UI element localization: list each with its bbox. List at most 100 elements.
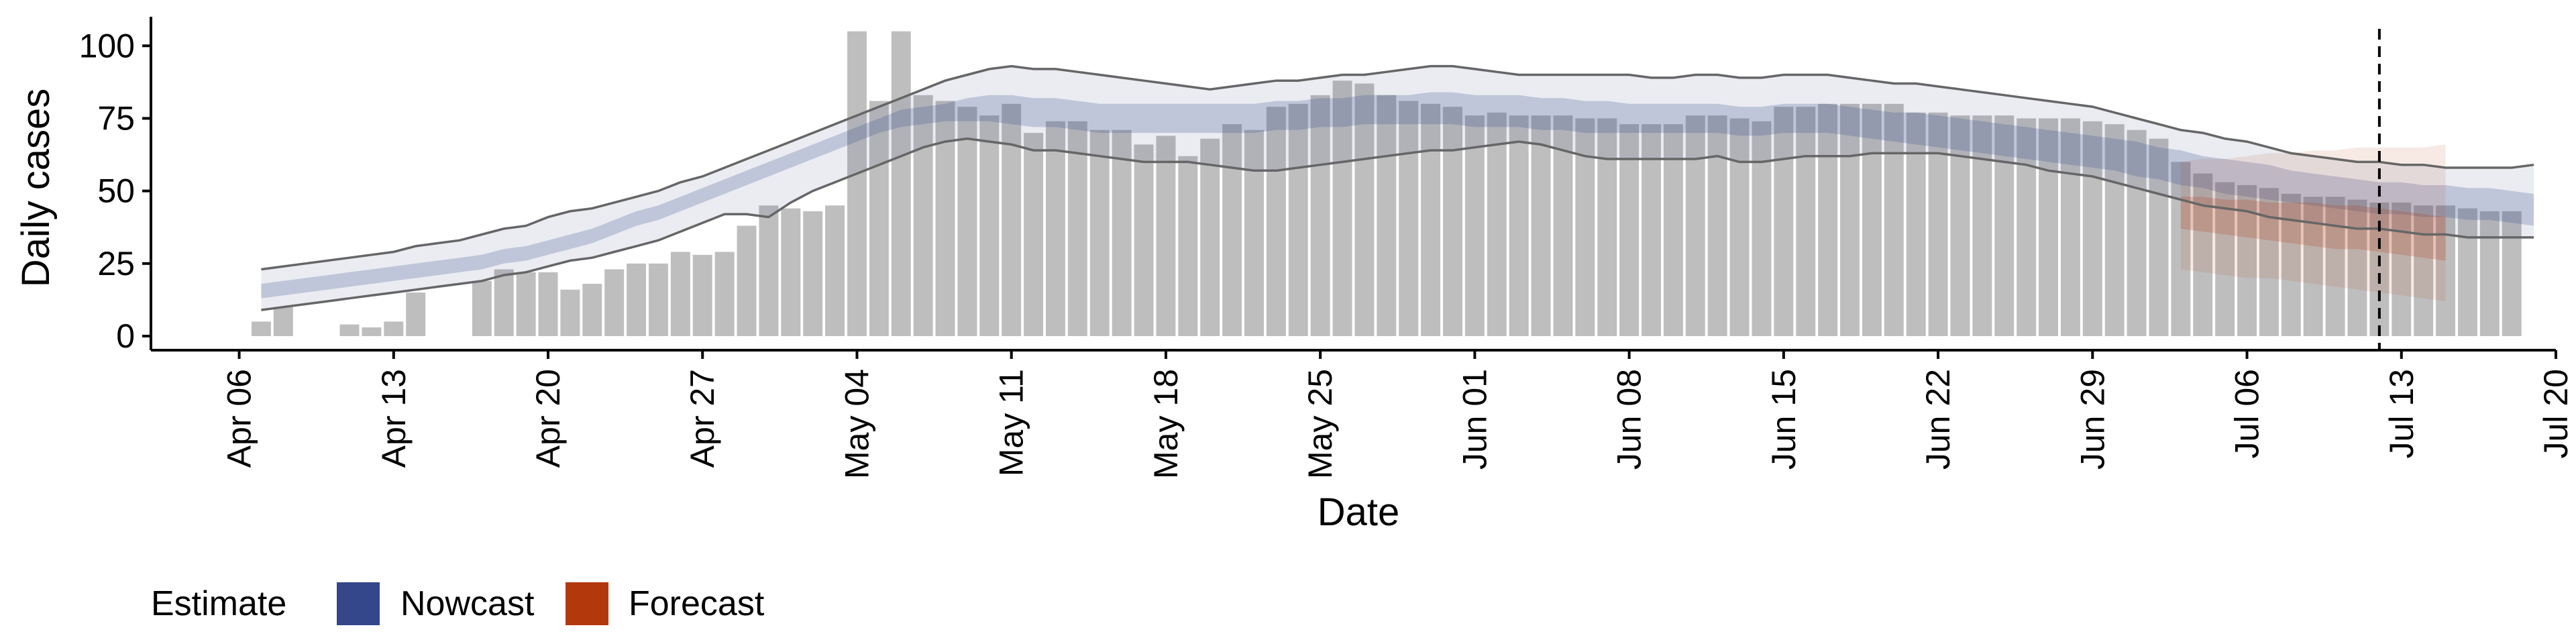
bar-2020-06-28 <box>2060 118 2080 336</box>
bar-2020-06-30 <box>2104 124 2125 337</box>
bar-2020-04-18 <box>494 269 514 336</box>
x-tick-label-2020-05-04: May 04 <box>839 369 876 479</box>
bar-2020-07-02 <box>2149 138 2169 336</box>
x-tick-label-2020-07-06: Jul 06 <box>2229 369 2266 458</box>
bar-2020-06-14 <box>1752 121 1772 336</box>
bar-2020-06-21 <box>1906 112 1926 337</box>
bar-2020-05-10 <box>979 115 1000 336</box>
bar-2020-06-20 <box>1884 103 1904 336</box>
bar-2020-06-17 <box>1818 103 1838 336</box>
nowcast-upper-line <box>261 64 2534 271</box>
bar-2020-06-29 <box>2082 121 2102 336</box>
x-tick-label-2020-06-08: Jun 08 <box>1611 369 1648 470</box>
legend-swatch-nowcast <box>337 582 380 625</box>
legend-title: Estimate <box>151 584 286 623</box>
bar-2020-04-11 <box>339 324 360 336</box>
bar-2020-05-26 <box>1332 80 1352 336</box>
bar-2020-05-25 <box>1310 95 1330 336</box>
bar-2020-04-14 <box>406 292 426 336</box>
bar-2020-05-29 <box>1399 101 1419 337</box>
bar-2020-06-13 <box>1729 118 1750 336</box>
nowcast-inner-band <box>261 92 2534 299</box>
bar-2020-05-06 <box>891 31 911 336</box>
bar-2020-07-01 <box>2127 129 2147 336</box>
y-tick-label-75: 75 <box>97 99 135 137</box>
x-axis-title: Date <box>1318 490 1400 534</box>
x-tick-label-2020-05-25: May 25 <box>1301 369 1339 479</box>
bar-2020-06-22 <box>1928 112 1948 337</box>
bar-2020-04-19 <box>516 272 536 336</box>
bar-2020-05-22 <box>1244 129 1264 336</box>
bar-2020-07-07 <box>2259 188 2279 336</box>
bar-2020-06-19 <box>1862 103 1882 336</box>
bar-2020-04-08 <box>273 307 293 336</box>
bar-2020-05-05 <box>869 101 889 337</box>
bar-2020-04-21 <box>560 289 580 336</box>
bar-2020-06-12 <box>1707 115 1727 336</box>
x-tick-label-2020-05-11: May 11 <box>993 369 1030 476</box>
axes-layer: 0 25 50 75 100 Apr 06 Apr 13 Apr 20 Apr 27 May 04… <box>79 17 2575 479</box>
bar-2020-06-02 <box>1487 112 1507 337</box>
x-tick-label-2020-04-13: Apr 13 <box>375 369 413 468</box>
bar-2020-07-04 <box>2193 173 2213 336</box>
bar-2020-07-15 <box>2436 205 2456 336</box>
bar-2020-07-18 <box>2502 211 2522 336</box>
y-axis-title: Daily cases <box>14 89 58 288</box>
bar-2020-04-24 <box>627 263 647 336</box>
x-tick-label-2020-07-20: Jul 20 <box>2537 369 2575 458</box>
x-tick-label-2020-07-13: Jul 13 <box>2383 369 2420 458</box>
bar-2020-06-27 <box>2039 118 2058 336</box>
bar-2020-05-24 <box>1288 103 1308 336</box>
x-tick-label-2020-06-15: Jun 15 <box>1765 369 1803 470</box>
x-tick-label-2020-04-06: Apr 06 <box>221 369 258 468</box>
bar-2020-05-20 <box>1200 138 1220 336</box>
bar-2020-04-07 <box>251 321 271 336</box>
bar-2020-05-23 <box>1266 107 1286 336</box>
bar-2020-07-14 <box>2414 205 2434 336</box>
bar-2020-05-30 <box>1421 103 1441 336</box>
bar-2020-07-11 <box>2347 199 2367 336</box>
bar-2020-05-17 <box>1134 144 1154 336</box>
bar-2020-04-17 <box>472 280 492 336</box>
bar-2020-05-27 <box>1354 83 1375 336</box>
bar-2020-04-22 <box>582 284 602 336</box>
bar-2020-04-27 <box>692 254 712 336</box>
bar-2020-06-18 <box>1840 103 1860 336</box>
y-tick-label-0: 0 <box>116 317 135 355</box>
bar-2020-05-18 <box>1156 136 1176 337</box>
bar-2020-04-26 <box>670 252 690 336</box>
legend-label-nowcast: Nowcast <box>400 584 535 623</box>
y-tick-label-25: 25 <box>97 245 135 282</box>
bar-2020-04-12 <box>362 327 382 336</box>
bar-2020-07-08 <box>2281 193 2301 336</box>
x-tick-label-2020-06-01: Jun 01 <box>1456 369 1493 470</box>
y-tick-label-50: 50 <box>97 172 135 210</box>
bar-2020-05-01 <box>781 208 801 336</box>
bar-2020-06-26 <box>2017 118 2037 336</box>
bar-2020-05-03 <box>825 205 845 336</box>
bar-2020-06-11 <box>1685 115 1705 336</box>
x-tick-label-2020-04-27: Apr 27 <box>684 369 721 468</box>
bar-2020-07-09 <box>2303 197 2323 336</box>
nowcast-lower-line <box>261 137 2534 311</box>
bar-2020-06-16 <box>1796 107 1816 336</box>
bar-2020-05-16 <box>1112 129 1132 336</box>
bar-2020-06-23 <box>1950 115 1970 336</box>
bar-2020-07-16 <box>2457 208 2477 336</box>
bar-2020-07-10 <box>2325 197 2345 336</box>
x-tick-label-2020-04-20: Apr 20 <box>529 369 567 468</box>
bar-2020-05-09 <box>957 107 977 336</box>
bar-2020-06-15 <box>1774 107 1794 336</box>
bar-2020-04-23 <box>604 269 625 336</box>
bar-2020-07-13 <box>2392 202 2412 336</box>
bar-2020-06-25 <box>1994 115 2015 336</box>
bar-2020-07-03 <box>2171 162 2191 337</box>
bar-2020-05-07 <box>913 95 933 336</box>
bar-2020-07-17 <box>2479 211 2500 336</box>
bar-2020-06-07 <box>1597 118 1617 336</box>
bar-2020-06-04 <box>1531 115 1551 336</box>
bar-2020-04-13 <box>384 321 404 336</box>
legend-swatch-forecast <box>566 582 608 625</box>
bar-2020-04-28 <box>714 252 735 336</box>
